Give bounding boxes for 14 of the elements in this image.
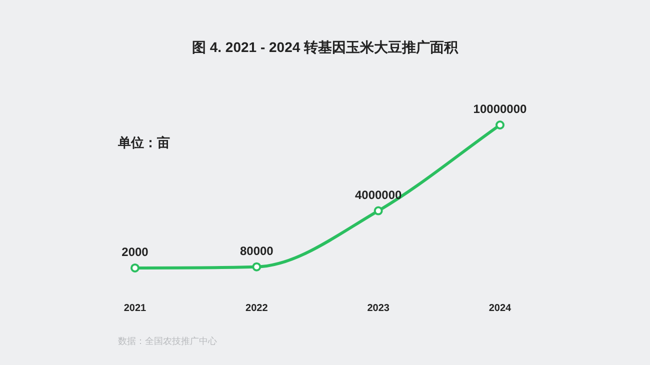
x-tick-label: 2022 bbox=[246, 303, 268, 314]
point bbox=[496, 120, 504, 130]
point bbox=[130, 263, 140, 272]
annotation: 单位：亩 bbox=[117, 135, 170, 150]
data-label: 2000 bbox=[122, 244, 149, 259]
data-label: 80000 bbox=[240, 244, 274, 258]
data-label: 4000000 bbox=[354, 188, 402, 202]
x-tick-label: 2024 bbox=[488, 303, 512, 314]
data-label: 10000000 bbox=[473, 102, 528, 116]
x-tick-label: 2023 bbox=[367, 303, 390, 314]
chart-title: 图 4. 2021 - 2024 转基因玉米大豆推广面积 bbox=[192, 39, 460, 55]
x-tick-label: 2021 bbox=[124, 303, 147, 314]
point bbox=[252, 262, 262, 272]
point bbox=[374, 206, 383, 216]
